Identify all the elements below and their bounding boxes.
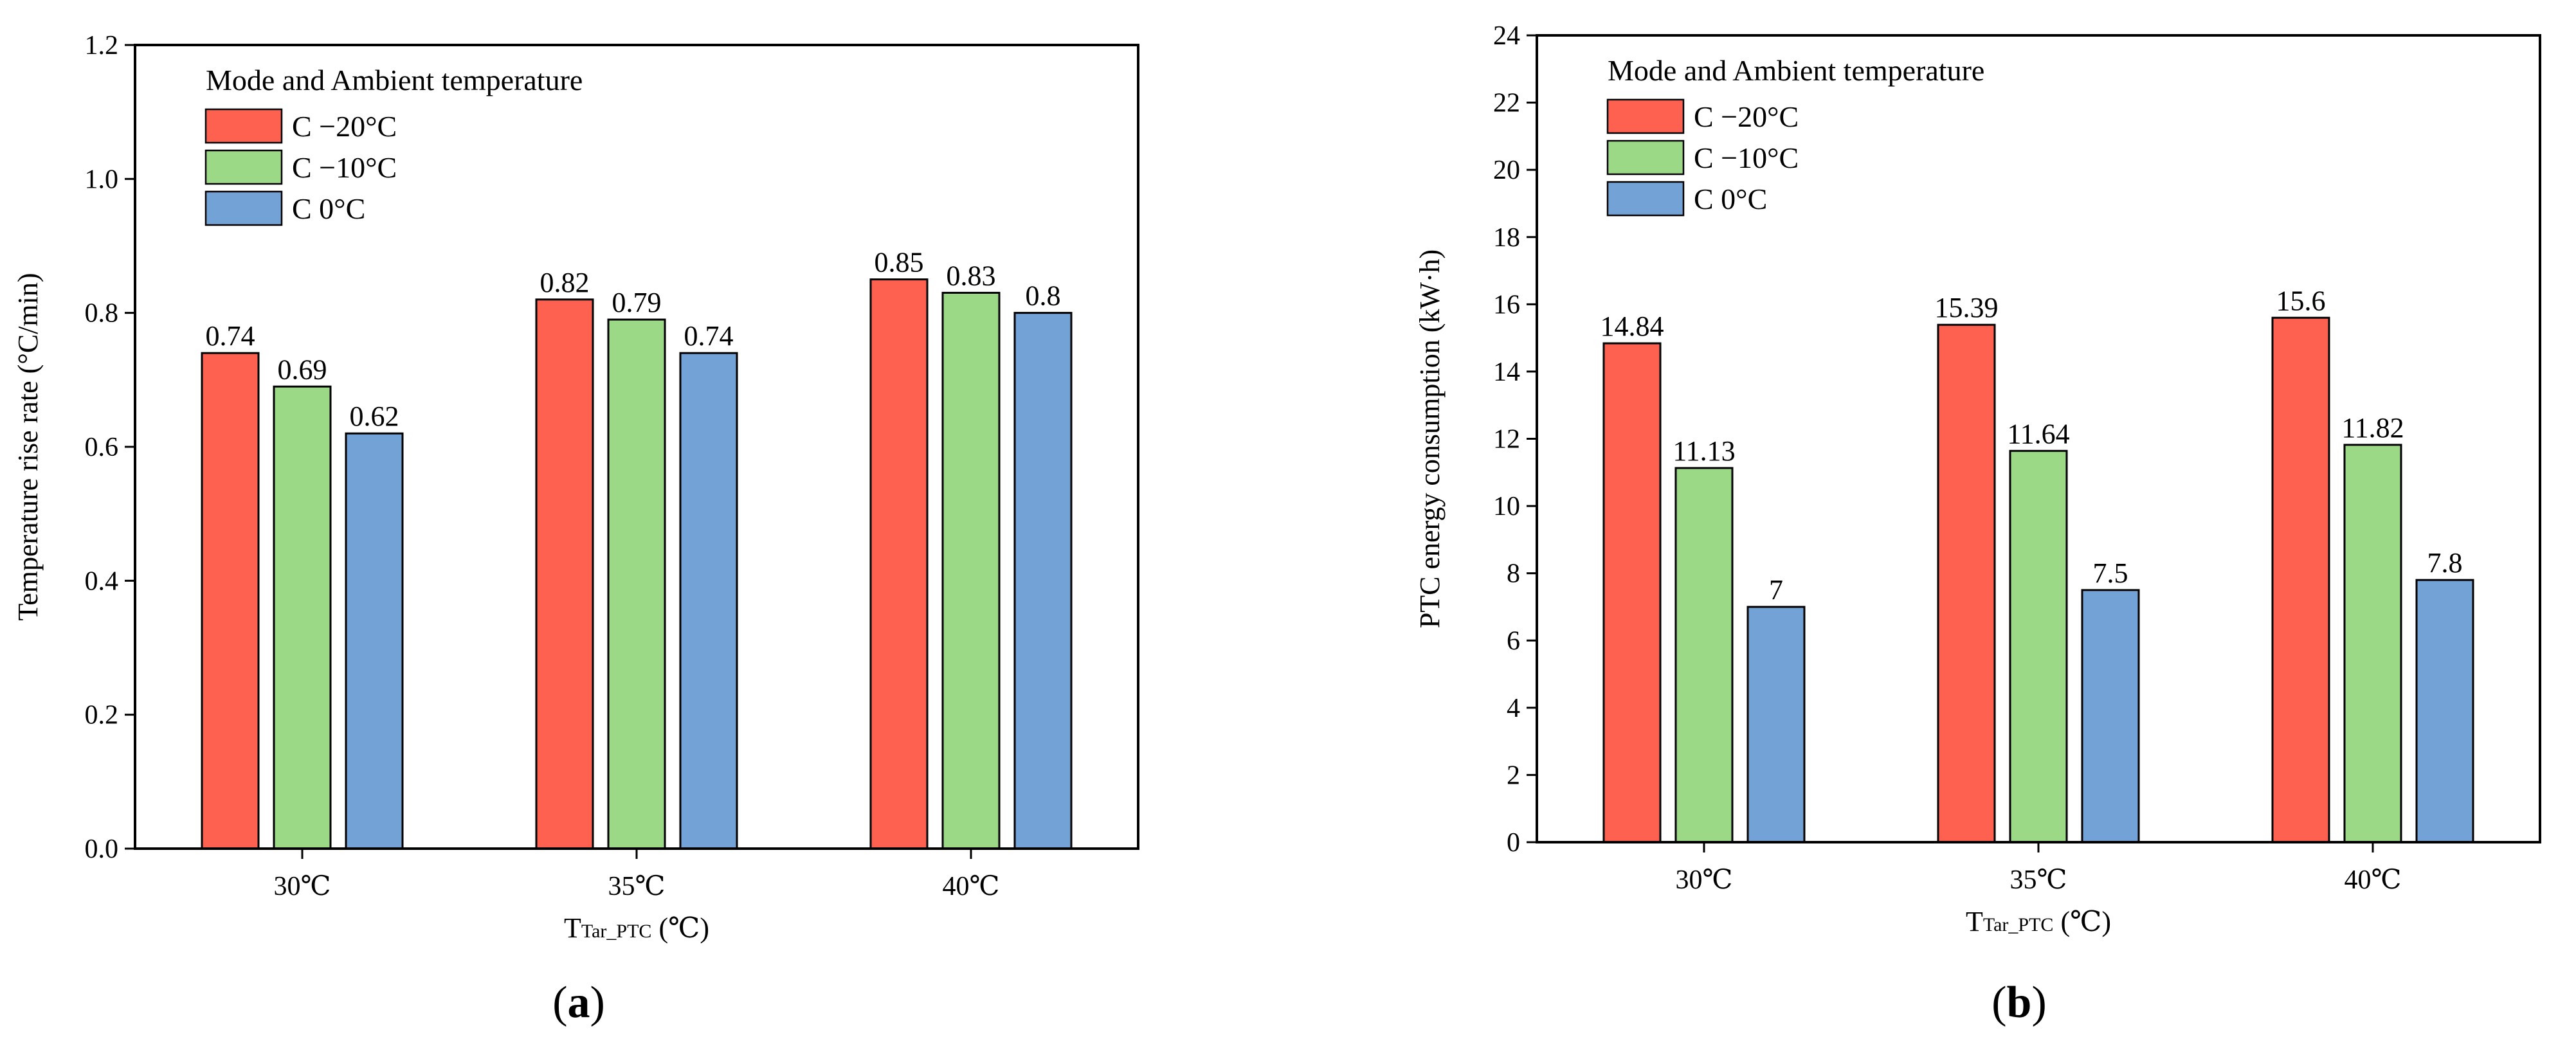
x-tick-label: 30℃ <box>1676 865 1733 895</box>
legend-title: Mode and Ambient temperature <box>206 64 583 96</box>
y-tick-label: 4 <box>1507 694 1520 723</box>
panel-label-letter: b <box>2007 978 2032 1027</box>
legend-swatch <box>1606 181 1685 217</box>
panel-label-letter: a <box>568 978 590 1027</box>
y-tick-label: 18 <box>1493 223 1520 253</box>
bar <box>1013 312 1073 850</box>
bar <box>1674 467 1734 843</box>
y-tick-label: 24 <box>1493 21 1520 51</box>
bar-value-label: 0.79 <box>612 287 662 318</box>
x-axis-label-main: T <box>564 912 581 944</box>
x-axis-label-unit: (℃) <box>651 912 709 944</box>
y-tick-label: 2 <box>1507 761 1520 790</box>
chart-b: 02468101214161820222414.8411.13730℃15.39… <box>1414 21 2541 1027</box>
panel-label: (a) <box>552 978 605 1027</box>
y-tick-label: 0.6 <box>85 433 119 462</box>
y-tick-label: 0.2 <box>85 701 119 730</box>
legend-entry: C −20°C <box>1694 100 1799 133</box>
bar-value-label: 0.74 <box>206 320 255 352</box>
x-tick-label: 30℃ <box>274 872 331 901</box>
legend-entry: C −10°C <box>292 151 397 184</box>
bar <box>2415 579 2474 843</box>
x-tick-label: 40℃ <box>943 872 1000 901</box>
bar <box>1602 342 1662 843</box>
x-tick-label: 40℃ <box>2345 865 2402 895</box>
bar <box>535 298 594 850</box>
bar <box>2343 444 2402 843</box>
bar <box>941 291 1001 850</box>
bar-value-label: 0.62 <box>350 401 399 432</box>
bar <box>2009 449 2068 843</box>
bar-value-label: 11.13 <box>1673 435 1735 467</box>
chart-a: 0.0 0.2 0.4 0.6 0.8 1.0 1.2 0.74 0.69 0.62 30℃ 0.82… <box>12 31 1139 1027</box>
bar-value-label: 0.74 <box>684 320 734 352</box>
legend-swatch <box>1606 140 1685 176</box>
legend-swatch <box>1606 98 1685 134</box>
legend-entry: C 0°C <box>292 192 365 225</box>
legend-swatch <box>204 149 283 185</box>
y-tick-label: 0.4 <box>85 566 119 596</box>
panel-label-close: ) <box>2031 978 2046 1027</box>
legend-entry: C −20°C <box>292 110 397 143</box>
bar-value-label: 7 <box>1769 574 1783 606</box>
x-axis-label-unit: (℃) <box>2053 906 2111 937</box>
x-axis-label: TTar_PTC (℃) <box>1966 906 2111 937</box>
bar-value-label: 7.8 <box>2427 547 2463 579</box>
y-tick-label: 0 <box>1507 828 1520 858</box>
bar <box>1746 606 1806 843</box>
y-tick-label: 12 <box>1493 425 1520 455</box>
y-tick-label: 20 <box>1493 156 1520 185</box>
y-axis-label: Temperature rise rate (°C/min) <box>12 273 44 620</box>
legend-swatch <box>204 108 283 144</box>
bar-value-label: 15.6 <box>2276 285 2326 316</box>
y-tick-label: 8 <box>1507 559 1520 589</box>
bar <box>345 432 404 850</box>
bar <box>201 352 260 850</box>
panel-label: (b) <box>1991 978 2047 1027</box>
x-axis-label-main: T <box>1966 906 1983 937</box>
bar <box>607 318 666 850</box>
legend-swatch <box>204 190 283 226</box>
bar-value-label: 0.82 <box>540 267 590 298</box>
y-tick-label: 16 <box>1493 290 1520 320</box>
bar-value-label: 7.5 <box>2093 557 2128 589</box>
y-tick-label: 1.2 <box>85 31 119 60</box>
x-axis-label-subscript: Tar_PTC <box>581 921 652 942</box>
bar-value-label: 0.8 <box>1026 280 1061 312</box>
bar <box>273 385 332 850</box>
bar-value-label: 15.39 <box>1935 292 1999 323</box>
y-tick-label: 6 <box>1507 626 1520 656</box>
panel-label-close: ) <box>590 978 605 1027</box>
y-tick-label: 0.8 <box>85 299 119 329</box>
panel-label-open: ( <box>552 978 567 1027</box>
bar <box>2081 589 2140 843</box>
bar <box>2271 316 2330 843</box>
plot-frame <box>1536 34 2541 843</box>
y-tick-label: 1.0 <box>85 165 119 194</box>
x-tick-label: 35℃ <box>608 872 666 901</box>
x-axis-label: TTar_PTC (℃) <box>564 912 709 944</box>
y-tick-label: 0.0 <box>85 834 119 864</box>
bar-value-label: 11.64 <box>2007 418 2069 449</box>
bar <box>869 278 929 850</box>
panel-label-open: ( <box>1991 978 2006 1027</box>
y-axis-label: PTC energy consumption (kW·h) <box>1414 249 1446 628</box>
bar-value-label: 11.82 <box>2341 412 2404 444</box>
x-axis-label-subscript: Tar_PTC <box>1983 914 2054 935</box>
bar-value-label: 0.85 <box>875 247 924 278</box>
bar-value-label: 0.69 <box>278 354 327 385</box>
plot-frame <box>134 44 1139 850</box>
y-tick-label: 14 <box>1493 357 1520 387</box>
x-tick-label: 35℃ <box>2010 865 2067 895</box>
legend-entry: C −10°C <box>1694 141 1799 174</box>
y-tick-label: 22 <box>1493 89 1520 118</box>
bar <box>679 352 738 850</box>
legend-title: Mode and Ambient temperature <box>1608 54 1984 87</box>
bar-value-label: 14.84 <box>1601 311 1664 342</box>
bar-value-label: 0.83 <box>947 260 996 291</box>
y-tick-label: 10 <box>1493 492 1520 521</box>
legend-entry: C 0°C <box>1694 183 1767 215</box>
bar <box>1937 323 1996 843</box>
